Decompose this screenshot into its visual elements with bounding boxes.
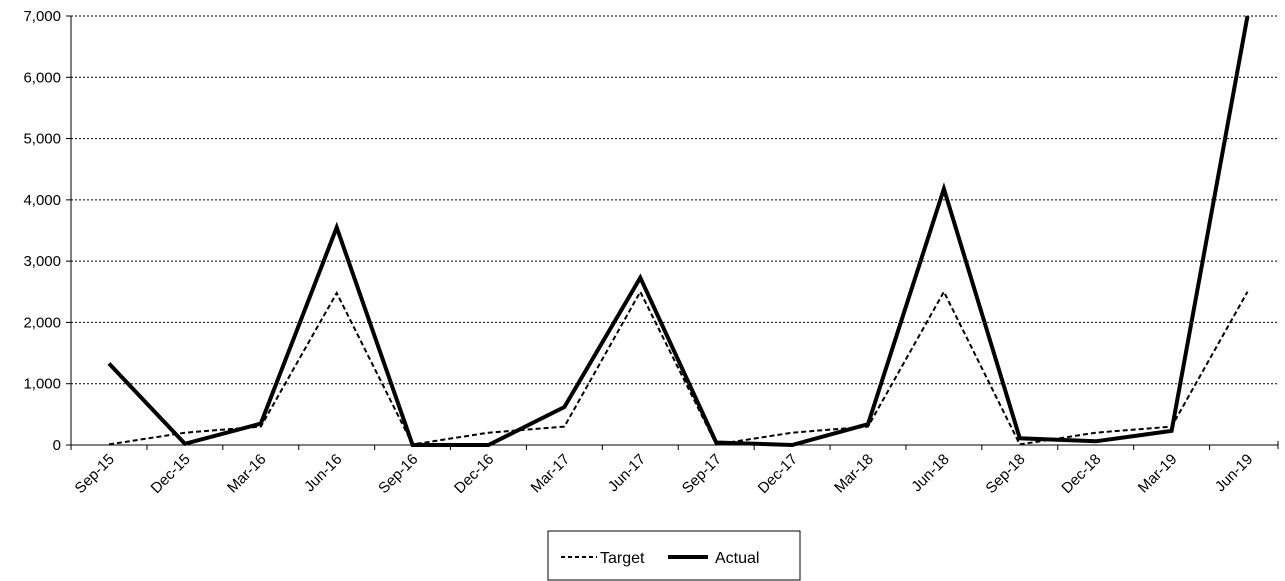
y-tick-label: 2,000 [23, 314, 61, 331]
series-line-actual [107, 15, 1250, 448]
y-axis-ticks: 0 1,000 2,000 3,000 4,000 5,000 6,000 7,000 [23, 8, 71, 454]
gridlines [71, 15, 1278, 385]
x-tick-label: Sep-16 [375, 451, 421, 497]
legend-label-actual: Actual [715, 550, 759, 567]
x-tick-label: Mar-17 [528, 451, 574, 497]
x-tick-label: Sep-15 [72, 451, 118, 497]
y-tick-label: 0 [53, 437, 61, 454]
y-tick-label: 3,000 [23, 253, 61, 270]
x-tick-label: Jun-17 [605, 451, 649, 495]
x-tick-label: Jun-19 [1212, 451, 1256, 495]
x-tick-label: Sep-17 [679, 451, 725, 497]
y-tick-label: 1,000 [23, 376, 61, 393]
legend-label-target: Target [600, 550, 645, 567]
series-lines [107, 15, 1250, 448]
legend: Target Actual [547, 530, 801, 581]
x-tick-label: Dec-16 [451, 451, 497, 497]
series-line-target [108, 289, 1249, 446]
y-tick-label: 5,000 [23, 131, 61, 148]
x-tick-label: Dec-15 [148, 451, 194, 497]
x-tick-label: Dec-18 [1058, 451, 1104, 497]
x-tick-label: Jun-16 [301, 451, 345, 495]
y-tick-label: 6,000 [23, 69, 61, 86]
x-tick-label: Sep-18 [982, 451, 1028, 497]
x-tick-label: Dec-17 [755, 451, 801, 497]
axes [70, 16, 1279, 449]
y-tick-label: 7,000 [23, 8, 61, 25]
x-tick-label: Mar-18 [831, 451, 877, 497]
x-tick-label: Jun-18 [908, 451, 952, 495]
x-tick-label: Mar-16 [224, 451, 270, 497]
y-tick-label: 4,000 [23, 192, 61, 209]
x-axis-ticks: Sep-15 Dec-15 Mar-16 Jun-16 Sep-16 Dec-16 Mar-… [70, 445, 1256, 497]
x-tick-label: Mar-19 [1135, 451, 1181, 497]
